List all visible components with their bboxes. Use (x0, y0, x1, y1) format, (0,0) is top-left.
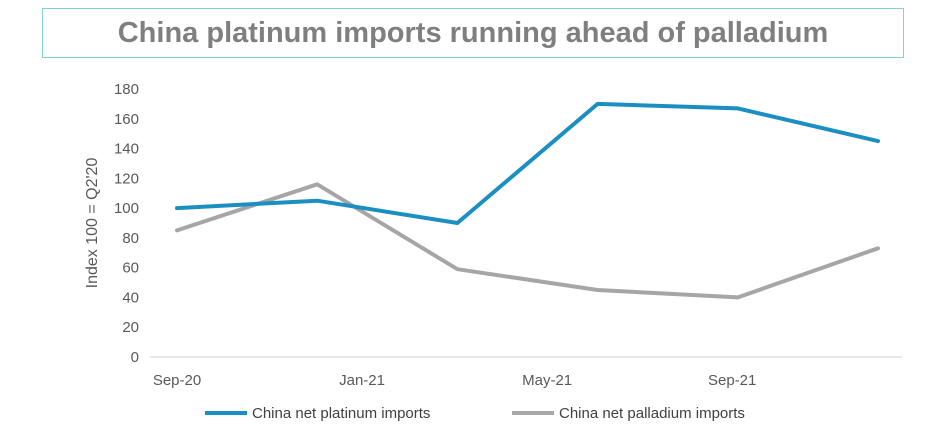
chart-title: China platinum imports running ahead of … (117, 16, 829, 49)
x-tick-label: Jan-21 (339, 372, 385, 389)
x-tick-label: Sep-20 (153, 372, 201, 389)
y-tick-label: 100 (114, 200, 139, 217)
legend-label: China net platinum imports (252, 405, 430, 422)
y-tick-label: 0 (131, 349, 139, 366)
y-tick-label: 40 (122, 289, 139, 306)
y-tick-label: 180 (114, 81, 139, 98)
series-line-platinum (175, 101, 880, 225)
y-tick-label: 140 (114, 141, 139, 158)
chart-title-box: China platinum imports running ahead of … (42, 8, 904, 58)
y-tick-label: 20 (122, 319, 139, 336)
legend-label: China net palladium imports (559, 405, 745, 422)
x-tick-label: Sep-21 (708, 372, 756, 389)
y-tick-label: 120 (114, 170, 139, 187)
x-tick-label: May-21 (522, 372, 572, 389)
y-tick-label: 160 (114, 111, 139, 128)
y-tick-label: 80 (122, 230, 139, 247)
series-line-palladium (175, 182, 880, 300)
y-axis-label: Index 100 = Q2'20 (84, 158, 101, 289)
y-tick-label: 60 (122, 260, 139, 277)
